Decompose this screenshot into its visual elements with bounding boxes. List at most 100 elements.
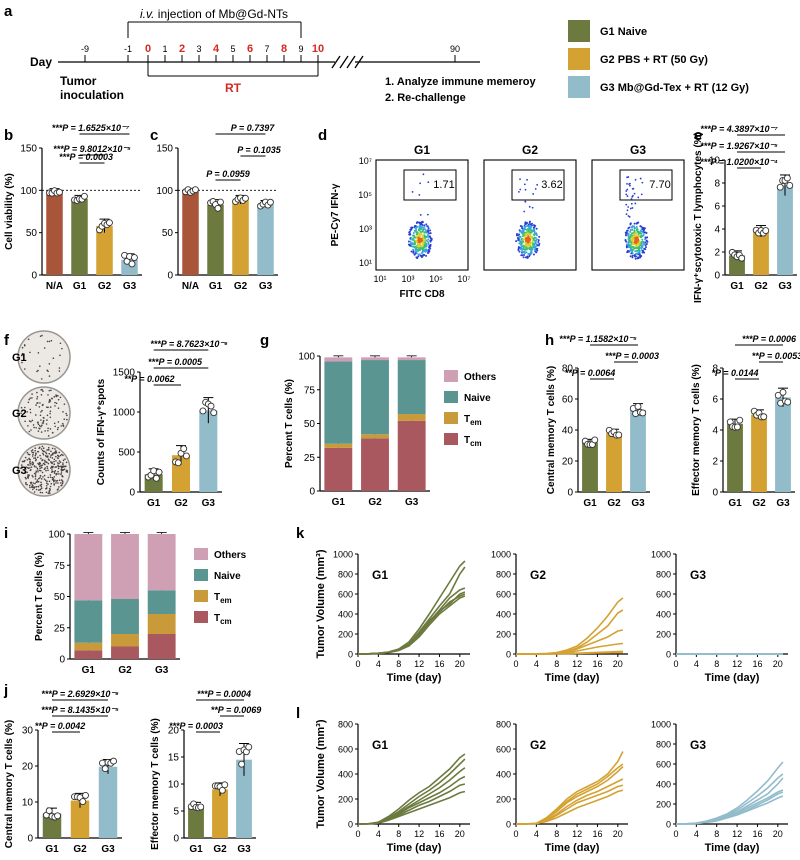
- event-dot: [515, 234, 518, 237]
- legend-label-G3: G3 Mb@Gd-Tex + RT (12 Gy): [600, 82, 749, 94]
- y-tick-label: 150: [156, 144, 173, 155]
- x-tick-label: G2: [368, 497, 382, 508]
- bar-G2: [753, 231, 769, 275]
- x-tick-label: G3: [101, 844, 115, 855]
- spot: [53, 480, 55, 483]
- event-dot: [630, 234, 633, 237]
- spot: [32, 488, 34, 491]
- spot: [41, 471, 44, 474]
- spot: [30, 469, 32, 471]
- group-label: G1: [372, 738, 388, 752]
- y-tick-label: 600: [338, 590, 353, 600]
- event-dot: [526, 256, 529, 259]
- y-axis-label: Percent T cells (%): [284, 379, 295, 468]
- event-dot: [411, 238, 414, 241]
- spot: [51, 397, 53, 400]
- x-tick-label: G3: [202, 498, 216, 509]
- spot: [41, 334, 43, 337]
- x-tick-label: G3: [778, 281, 792, 292]
- y-tick-label: 1000: [333, 550, 353, 560]
- elispot-well-G3: G3: [12, 443, 71, 497]
- event-dot: [522, 246, 525, 249]
- spot: [46, 449, 48, 451]
- spot: [48, 398, 51, 401]
- x-tick-label: 16: [592, 829, 602, 839]
- spot: [35, 488, 38, 491]
- spot: [51, 470, 54, 473]
- data-point: [776, 183, 784, 191]
- event-dot: [530, 222, 533, 225]
- event-dot: [637, 196, 640, 199]
- x-tick-label: G3: [405, 497, 419, 508]
- spot: [41, 449, 44, 452]
- y-tick-label: 400: [656, 780, 671, 790]
- spot: [32, 476, 34, 478]
- spot: [55, 402, 58, 405]
- legend-label-Naive: Naive: [464, 393, 491, 404]
- y-tick-label: 30: [22, 726, 34, 737]
- x-tick-label: 0: [673, 829, 678, 839]
- x-tick-label: 4: [694, 659, 699, 669]
- event-dot: [415, 226, 418, 229]
- y-tick-label: 400: [338, 770, 353, 780]
- spot: [40, 487, 43, 489]
- spot: [40, 425, 42, 428]
- stack-Tem: [324, 443, 353, 448]
- flow-title: G3: [630, 143, 646, 157]
- event-dot: [528, 255, 531, 258]
- spot: [42, 447, 45, 450]
- event-dot: [628, 236, 631, 239]
- y-tick-label: 600: [496, 745, 511, 755]
- day-label-8: 8: [281, 43, 287, 55]
- event-dot: [526, 178, 528, 181]
- spot: [48, 480, 51, 483]
- y-tick-label: 20: [22, 762, 34, 773]
- event-dot: [427, 227, 430, 230]
- spot: [46, 465, 48, 468]
- y-tick-label: 6: [714, 202, 720, 213]
- x-tick-label: G2: [174, 498, 188, 509]
- series-line: [357, 593, 466, 655]
- chart-h2: 0 2 4 6 8 G1 G2 G3 Effector memory T cells (%) **…: [691, 334, 800, 509]
- event-dot: [422, 234, 425, 237]
- event-dot: [415, 240, 418, 243]
- spot: [41, 404, 44, 407]
- spot: [26, 451, 29, 454]
- x-axis-label: Time (day): [387, 842, 442, 854]
- spot: [28, 462, 31, 464]
- spot: [37, 430, 40, 432]
- event-dot: [524, 233, 527, 236]
- spot: [58, 465, 60, 468]
- spot: [40, 419, 42, 421]
- data-point: [221, 781, 229, 789]
- event-dot: [537, 239, 540, 242]
- spot: [24, 368, 26, 370]
- event-dot: [527, 241, 530, 244]
- spot: [66, 471, 69, 473]
- event-dot: [427, 250, 430, 253]
- spot: [45, 484, 48, 487]
- spot: [43, 474, 46, 477]
- spot: [36, 469, 39, 471]
- spot: [36, 479, 39, 481]
- spot: [61, 347, 63, 350]
- event-dot: [415, 250, 418, 253]
- spot: [34, 454, 37, 457]
- x-tick-label: N/A: [182, 281, 199, 292]
- spot: [44, 461, 46, 463]
- spot: [58, 451, 60, 454]
- event-dot: [529, 231, 532, 234]
- event-dot: [644, 238, 647, 241]
- event-dot: [626, 188, 629, 191]
- significance-label: P = 0.1035: [237, 145, 281, 155]
- spot: [32, 453, 34, 456]
- spot: [43, 478, 46, 480]
- event-dot: [631, 226, 634, 229]
- spot: [57, 467, 60, 470]
- bar-G3: [257, 203, 274, 275]
- spot: [42, 453, 45, 456]
- stack-Naive: [361, 360, 389, 435]
- spot: [48, 492, 51, 495]
- spot: [40, 411, 42, 413]
- event-dot: [418, 194, 421, 196]
